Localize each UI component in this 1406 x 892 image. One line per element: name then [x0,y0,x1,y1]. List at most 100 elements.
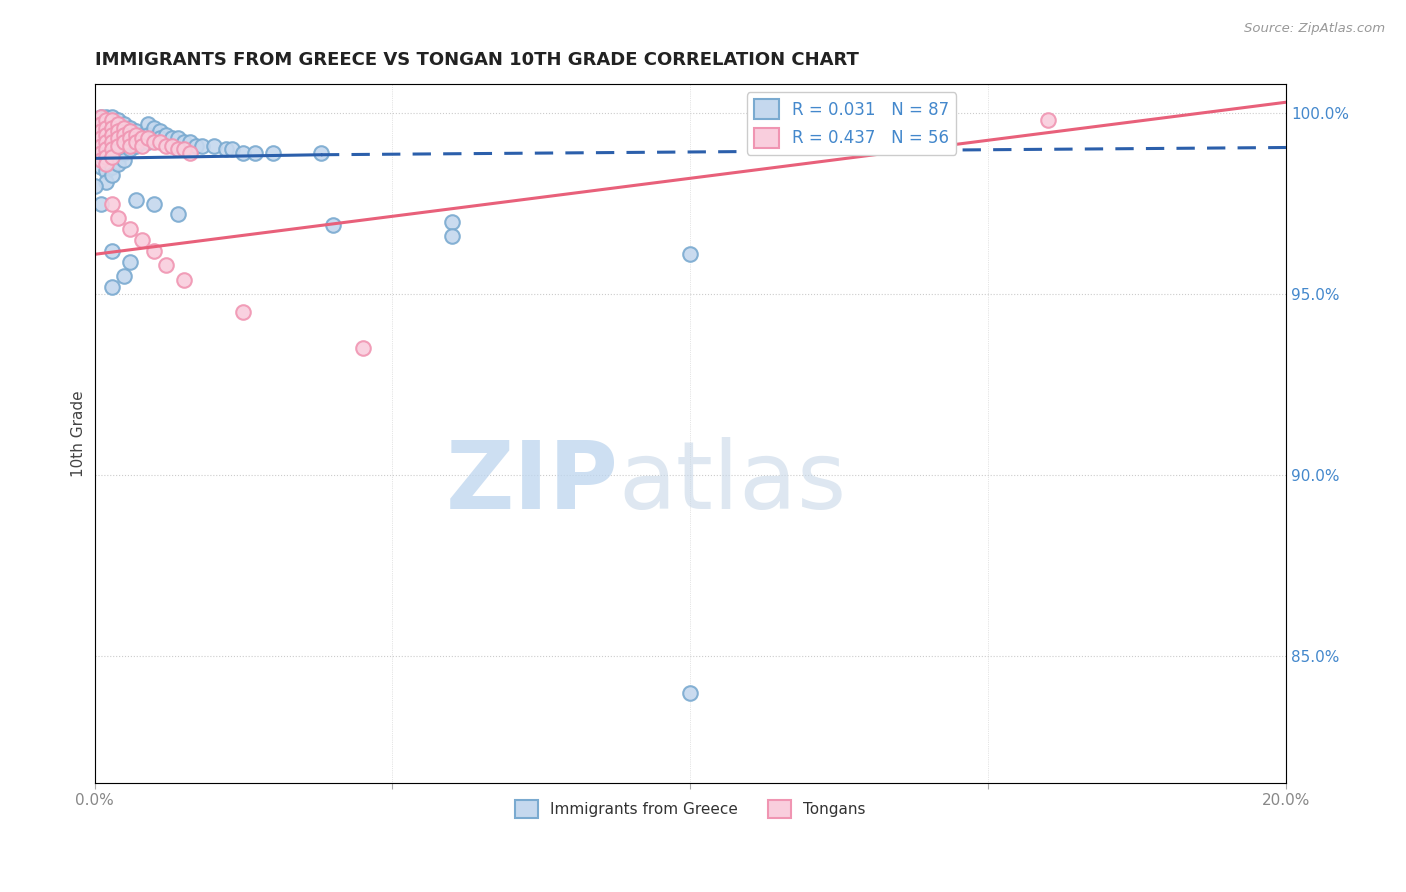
Point [96,131,118,145]
Point [83,113,105,128]
Point [107,117,129,131]
Point [112,120,135,135]
Point [90,117,112,131]
Point [679,247,702,261]
Point [101,196,124,211]
Point [101,145,124,160]
Point [202,138,225,153]
Point [90,138,112,153]
Point [160,138,183,153]
Point [112,131,135,145]
Point [90,110,112,124]
Point [125,135,148,149]
Point [125,128,148,142]
Point [96,135,118,149]
Point [83,120,105,135]
Point [107,211,129,226]
Point [799,120,821,135]
Point [112,268,135,283]
Point [131,233,153,247]
Point [136,117,159,131]
Point [96,117,118,131]
Point [131,131,153,145]
Point [149,135,172,149]
Point [90,153,112,168]
Point [96,157,118,171]
Point [101,124,124,138]
Point [232,305,254,319]
Point [120,222,142,236]
Point [101,113,124,128]
Point [90,153,112,168]
Point [173,135,195,149]
Point [221,142,243,156]
Point [679,685,702,699]
Point [96,128,118,142]
Point [112,117,135,131]
Point [143,120,166,135]
Point [125,124,148,138]
Point [440,229,463,244]
Point [90,131,112,145]
Point [83,131,105,145]
Point [120,135,142,149]
Point [107,120,129,135]
Point [173,273,195,287]
Point [136,128,159,142]
Point [131,128,153,142]
Point [112,128,135,142]
Point [96,157,118,171]
Point [125,131,148,145]
Point [112,135,135,149]
Point [232,145,254,160]
Point [90,110,112,124]
Point [90,161,112,175]
Point [83,142,105,156]
Point [107,124,129,138]
Point [143,131,166,145]
Point [101,128,124,142]
Point [112,124,135,138]
Point [83,150,105,164]
Text: atlas: atlas [619,436,846,528]
Point [120,138,142,153]
Point [101,142,124,156]
Point [96,120,118,135]
Point [112,138,135,153]
Point [107,135,129,149]
Point [101,161,124,175]
Point [107,150,129,164]
Point [352,342,374,356]
Point [101,117,124,131]
Point [440,215,463,229]
Point [131,138,153,153]
Point [143,244,166,258]
Point [125,138,148,153]
Point [120,128,142,142]
Point [155,128,177,142]
Point [143,196,166,211]
Point [96,142,118,156]
Point [120,120,142,135]
Point [101,138,124,153]
Point [184,138,207,153]
Point [120,131,142,145]
Point [101,135,124,149]
Point [90,145,112,160]
Point [167,131,190,145]
Point [136,135,159,149]
Point [101,131,124,145]
Point [214,142,236,156]
Point [96,124,118,138]
Point [167,142,190,156]
Point [90,124,112,138]
Point [90,145,112,160]
Y-axis label: 10th Grade: 10th Grade [72,391,86,477]
Point [96,142,118,156]
Point [83,128,105,142]
Text: IMMIGRANTS FROM GREECE VS TONGAN 10TH GRADE CORRELATION CHART: IMMIGRANTS FROM GREECE VS TONGAN 10TH GR… [94,51,859,69]
Point [1036,113,1059,128]
Point [96,135,118,149]
Point [101,150,124,164]
Point [107,142,129,156]
